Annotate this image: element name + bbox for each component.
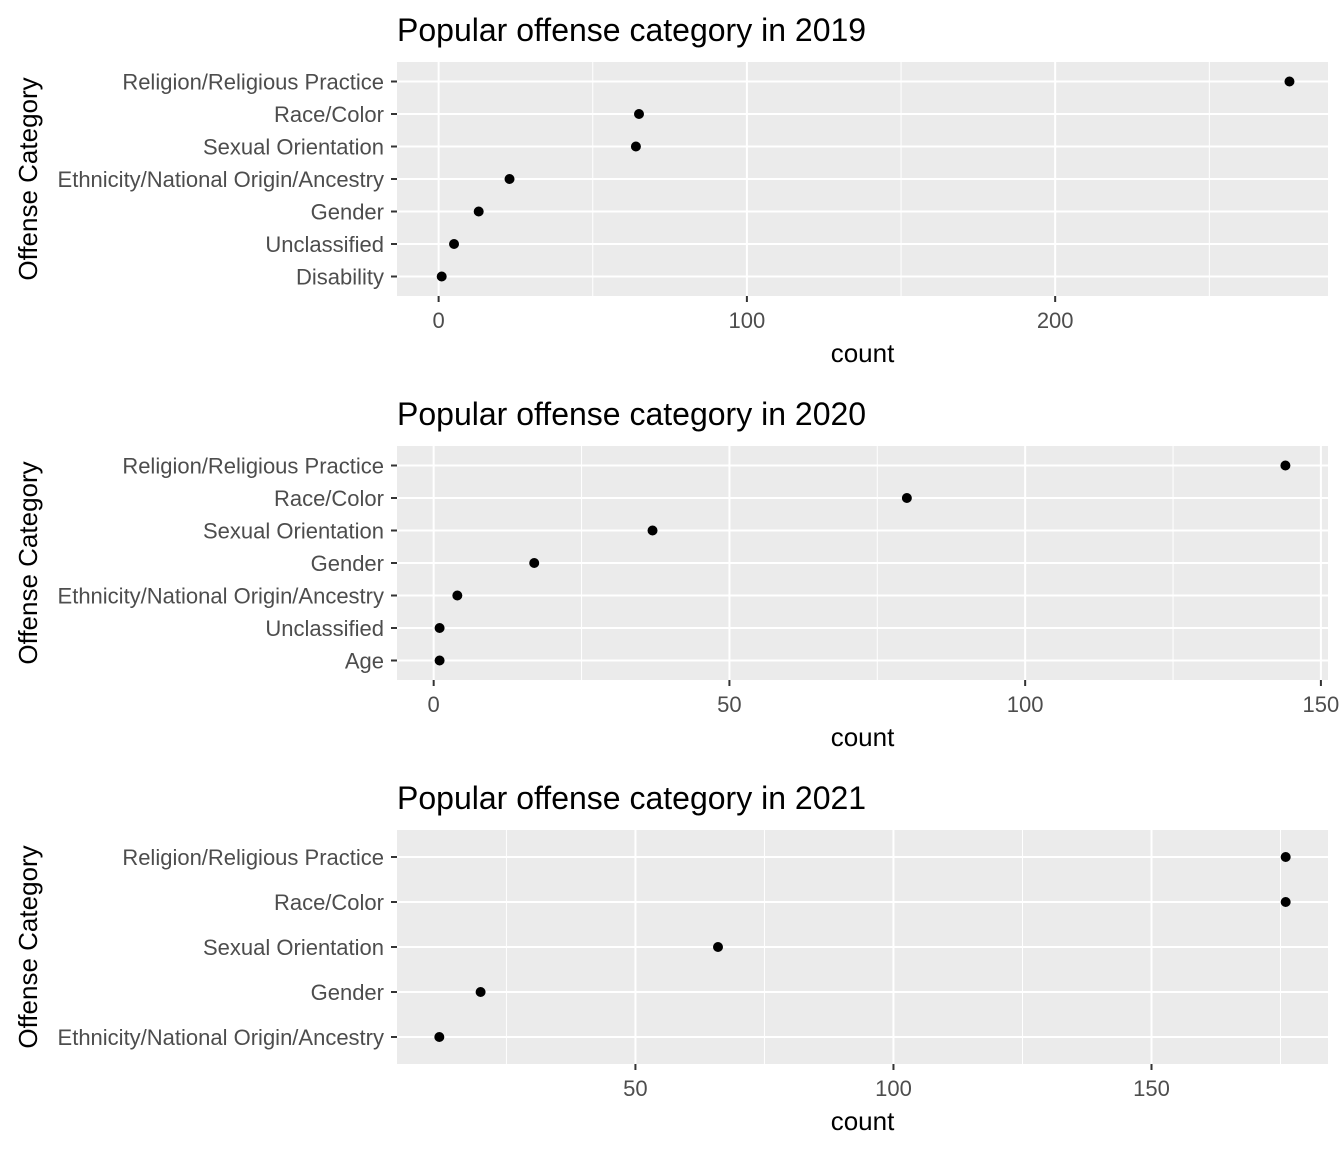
y-tick-label: Gender bbox=[311, 980, 384, 1005]
y-tick-label: Unclassified bbox=[265, 232, 384, 257]
data-point bbox=[473, 206, 484, 217]
data-point bbox=[434, 623, 445, 633]
chart-title: Popular offense category in 2021 bbox=[397, 780, 866, 816]
y-tick-label: Ethnicity/National Origin/Ancestry bbox=[58, 584, 384, 609]
data-point bbox=[434, 655, 445, 666]
y-tick-label: Religion/Religious Practice bbox=[122, 845, 384, 870]
x-tick-label: 100 bbox=[729, 308, 766, 333]
x-tick-label: 150 bbox=[1303, 692, 1340, 717]
y-tick-label: Age bbox=[345, 649, 384, 674]
x-axis-title: count bbox=[831, 338, 895, 368]
y-tick-label: Sexual Orientation bbox=[203, 135, 384, 160]
data-point bbox=[452, 590, 463, 601]
data-point bbox=[647, 525, 658, 536]
y-tick-label: Ethnicity/National Origin/Ancestry bbox=[58, 1025, 384, 1050]
data-point bbox=[1280, 852, 1291, 862]
data-point bbox=[436, 271, 447, 282]
y-tick-label: Gender bbox=[311, 200, 384, 225]
y-tick-label: Sexual Orientation bbox=[203, 519, 384, 544]
data-point bbox=[633, 109, 644, 119]
x-tick-label: 200 bbox=[1037, 308, 1074, 333]
data-point bbox=[630, 141, 641, 152]
y-tick-label: Race/Color bbox=[274, 890, 384, 915]
data-point bbox=[901, 493, 912, 503]
x-axis-title: count bbox=[831, 1106, 895, 1136]
chart-panel-3: Religion/Religious Practice Race/Color Sex… bbox=[13, 780, 1328, 1136]
data-point bbox=[712, 942, 723, 952]
data-point bbox=[1284, 76, 1295, 87]
x-tick-label: 50 bbox=[717, 692, 741, 717]
y-tick-label: Unclassified bbox=[265, 616, 384, 641]
y-axis-title: Offense Category bbox=[13, 845, 43, 1048]
data-point bbox=[504, 174, 515, 184]
y-tick-label: Religion/Religious Practice bbox=[122, 70, 384, 95]
y-tick-label: Race/Color bbox=[274, 486, 384, 511]
data-point bbox=[1280, 897, 1291, 907]
y-axis-title: Offense Category bbox=[13, 461, 43, 664]
x-tick-label: 0 bbox=[428, 692, 440, 717]
data-point bbox=[1280, 460, 1291, 471]
chart-title: Popular offense category in 2019 bbox=[397, 12, 866, 48]
y-tick-label: Gender bbox=[311, 551, 384, 576]
x-tick-label: 50 bbox=[623, 1076, 647, 1101]
data-point bbox=[434, 1032, 445, 1042]
data-point bbox=[449, 239, 460, 249]
x-tick-label: 0 bbox=[432, 308, 444, 333]
x-axis-title: count bbox=[831, 722, 895, 752]
y-tick-label: Race/Color bbox=[274, 102, 384, 127]
chart-panel-1: Religion/Religious Practice Race/Color Sex… bbox=[13, 12, 1328, 368]
x-tick-label: 150 bbox=[1133, 1076, 1170, 1101]
data-point bbox=[475, 987, 486, 997]
y-axis-title: Offense Category bbox=[13, 77, 43, 280]
x-tick-label: 100 bbox=[875, 1076, 912, 1101]
y-tick-label: Ethnicity/National Origin/Ancestry bbox=[58, 167, 384, 192]
chart-title: Popular offense category in 2020 bbox=[397, 396, 866, 432]
y-tick-label: Religion/Religious Practice bbox=[122, 454, 384, 479]
x-tick-label: 100 bbox=[1007, 692, 1044, 717]
y-tick-label: Sexual Orientation bbox=[203, 935, 384, 960]
y-tick-label: Disability bbox=[296, 265, 384, 290]
chart-panel-2: Religion/Religious Practice Race/Color Sex… bbox=[13, 396, 1339, 752]
data-point bbox=[529, 558, 540, 568]
